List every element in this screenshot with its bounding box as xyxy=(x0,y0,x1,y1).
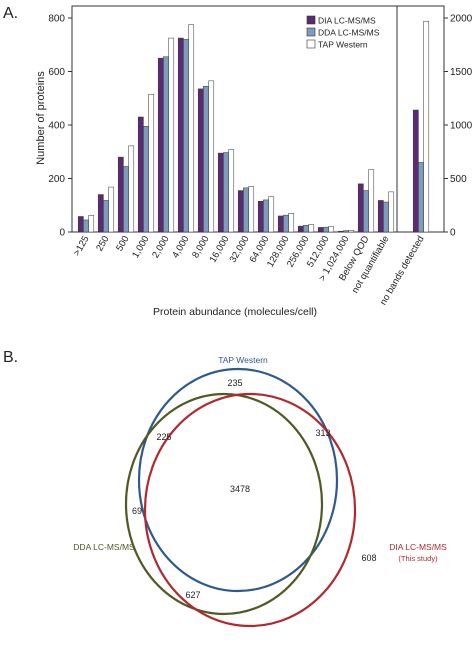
y-tick-label-left: 600 xyxy=(48,67,65,78)
y-tick-label-right: 1500 xyxy=(450,67,473,78)
bar-dda-3 xyxy=(143,126,149,233)
venn-circle-tap xyxy=(137,367,339,593)
legend-swatch-dia xyxy=(306,15,316,25)
bar-dia-11 xyxy=(297,225,304,233)
venn-region-dda-only: 69 xyxy=(132,506,142,516)
bar-right-dia xyxy=(412,109,419,233)
bar-tap-8 xyxy=(248,186,255,233)
x-tick-label: 250 xyxy=(94,234,111,253)
venn-circle-dda xyxy=(124,392,324,616)
bar-dda-1 xyxy=(103,200,109,233)
legend: DIA LC-MS/MS DDA LC-MS/MS TAP Western xyxy=(306,15,380,50)
legend-swatch-tap xyxy=(306,39,316,49)
x-tick-label: 1,000 xyxy=(130,234,151,260)
legend-label-dia: DIA LC-MS/MS xyxy=(318,16,376,26)
bar-dia-1 xyxy=(97,194,104,233)
bar-dda-8 xyxy=(243,187,249,233)
bar-dia-0 xyxy=(77,216,84,233)
bar-dia-12 xyxy=(317,227,324,233)
bar-tap-14 xyxy=(368,169,375,233)
bar-tap-7 xyxy=(228,149,235,233)
bar-dda-4 xyxy=(163,56,169,233)
bar-dda-12 xyxy=(323,226,329,233)
venn-set-sublabel-dia: (This study) xyxy=(398,554,438,563)
bar-tap-13 xyxy=(348,230,355,233)
venn-circle-dia xyxy=(143,392,357,628)
bar-right-dda xyxy=(418,162,424,233)
bar-dia-2 xyxy=(117,156,124,233)
venn-region-tap-dda: 225 xyxy=(156,432,171,442)
bar-tap-0 xyxy=(88,215,95,233)
bar-tap-15 xyxy=(388,191,395,233)
bar-dda-2 xyxy=(123,166,129,233)
x-tick-label: 2,000 xyxy=(150,234,171,260)
venn-region-dda-dia: 627 xyxy=(185,590,200,600)
x-tick-label: 4,000 xyxy=(170,234,191,260)
bar-tap-12 xyxy=(328,226,335,233)
bar-dda-5 xyxy=(183,39,189,233)
y-tick-label-right: 2000 xyxy=(450,14,473,25)
venn-set-label-dda: DDA LC-MS/MS xyxy=(73,542,135,552)
bar-dda-7 xyxy=(223,152,229,233)
bar-dia-4 xyxy=(157,57,164,233)
y-tick-label-left: 0 xyxy=(59,228,65,239)
bar-dda-0 xyxy=(83,219,89,233)
venn-set-label-tap: TAP Western xyxy=(218,355,268,365)
bar-dda-14 xyxy=(363,190,369,233)
legend-label-dda: DDA LC-MS/MS xyxy=(318,28,380,38)
bar-dia-10 xyxy=(277,215,284,233)
bar-dia-5 xyxy=(177,37,184,233)
venn-region-all-three: 3478 xyxy=(230,484,250,494)
bar-dia-3 xyxy=(137,116,144,233)
bar-dda-6 xyxy=(203,85,209,233)
legend-label-tap: TAP Western xyxy=(318,40,368,50)
bar-dda-13 xyxy=(343,230,349,233)
venn-region-dia-only: 608 xyxy=(361,553,376,563)
bar-tap-9 xyxy=(268,196,275,233)
bar-dda-15 xyxy=(383,201,389,233)
y-tick-label-left: 200 xyxy=(48,174,65,185)
panel-a-label: A. xyxy=(3,5,18,22)
venn-region-tap-only: 235 xyxy=(227,378,242,388)
venn-region-tap-dia: 313 xyxy=(315,428,330,438)
bar-dda-10 xyxy=(283,214,289,233)
y-tick-label-left: 400 xyxy=(48,121,65,132)
y-tick-label-right: 500 xyxy=(450,174,467,185)
venn-set-label-dia: DIA LC-MS/MS xyxy=(389,542,447,552)
bar-tap-3 xyxy=(148,93,155,233)
x-tick-label: >125 xyxy=(71,234,91,258)
legend-swatch-dda xyxy=(306,27,316,37)
bar-dia-15 xyxy=(377,200,384,233)
bar-dia-7 xyxy=(217,152,224,233)
bar-tap-1 xyxy=(108,186,115,233)
bar-dda-9 xyxy=(263,199,269,233)
x-axis-label: Protein abundance (molecules/cell) xyxy=(153,306,317,318)
bar-dia-8 xyxy=(237,190,244,233)
x-tick-label: 500 xyxy=(114,234,131,253)
bar-tap-5 xyxy=(188,24,195,233)
bar-dia-6 xyxy=(197,88,204,233)
y-tick-label-right: 0 xyxy=(450,228,456,239)
venn-diagram: TAP Western DDA LC-MS/MS DIA LC-MS/MS (T… xyxy=(73,355,447,628)
bar-tap-11 xyxy=(308,224,315,233)
bar-tap-2 xyxy=(128,145,135,233)
panel-b-label: B. xyxy=(3,349,18,366)
bar-right-tap xyxy=(423,20,430,233)
bar-dia-9 xyxy=(257,200,264,233)
bar-tap-6 xyxy=(208,80,215,233)
y-tick-label-left: 800 xyxy=(48,14,65,25)
bar-dia-14 xyxy=(357,183,364,233)
y-axis-label: Number of proteins xyxy=(35,71,47,165)
bar-tap-4 xyxy=(168,37,175,233)
bar-dia-13 xyxy=(337,230,344,233)
bar-tap-10 xyxy=(288,213,295,233)
bar-dda-11 xyxy=(303,225,309,233)
y-tick-label-right: 1000 xyxy=(450,121,473,132)
